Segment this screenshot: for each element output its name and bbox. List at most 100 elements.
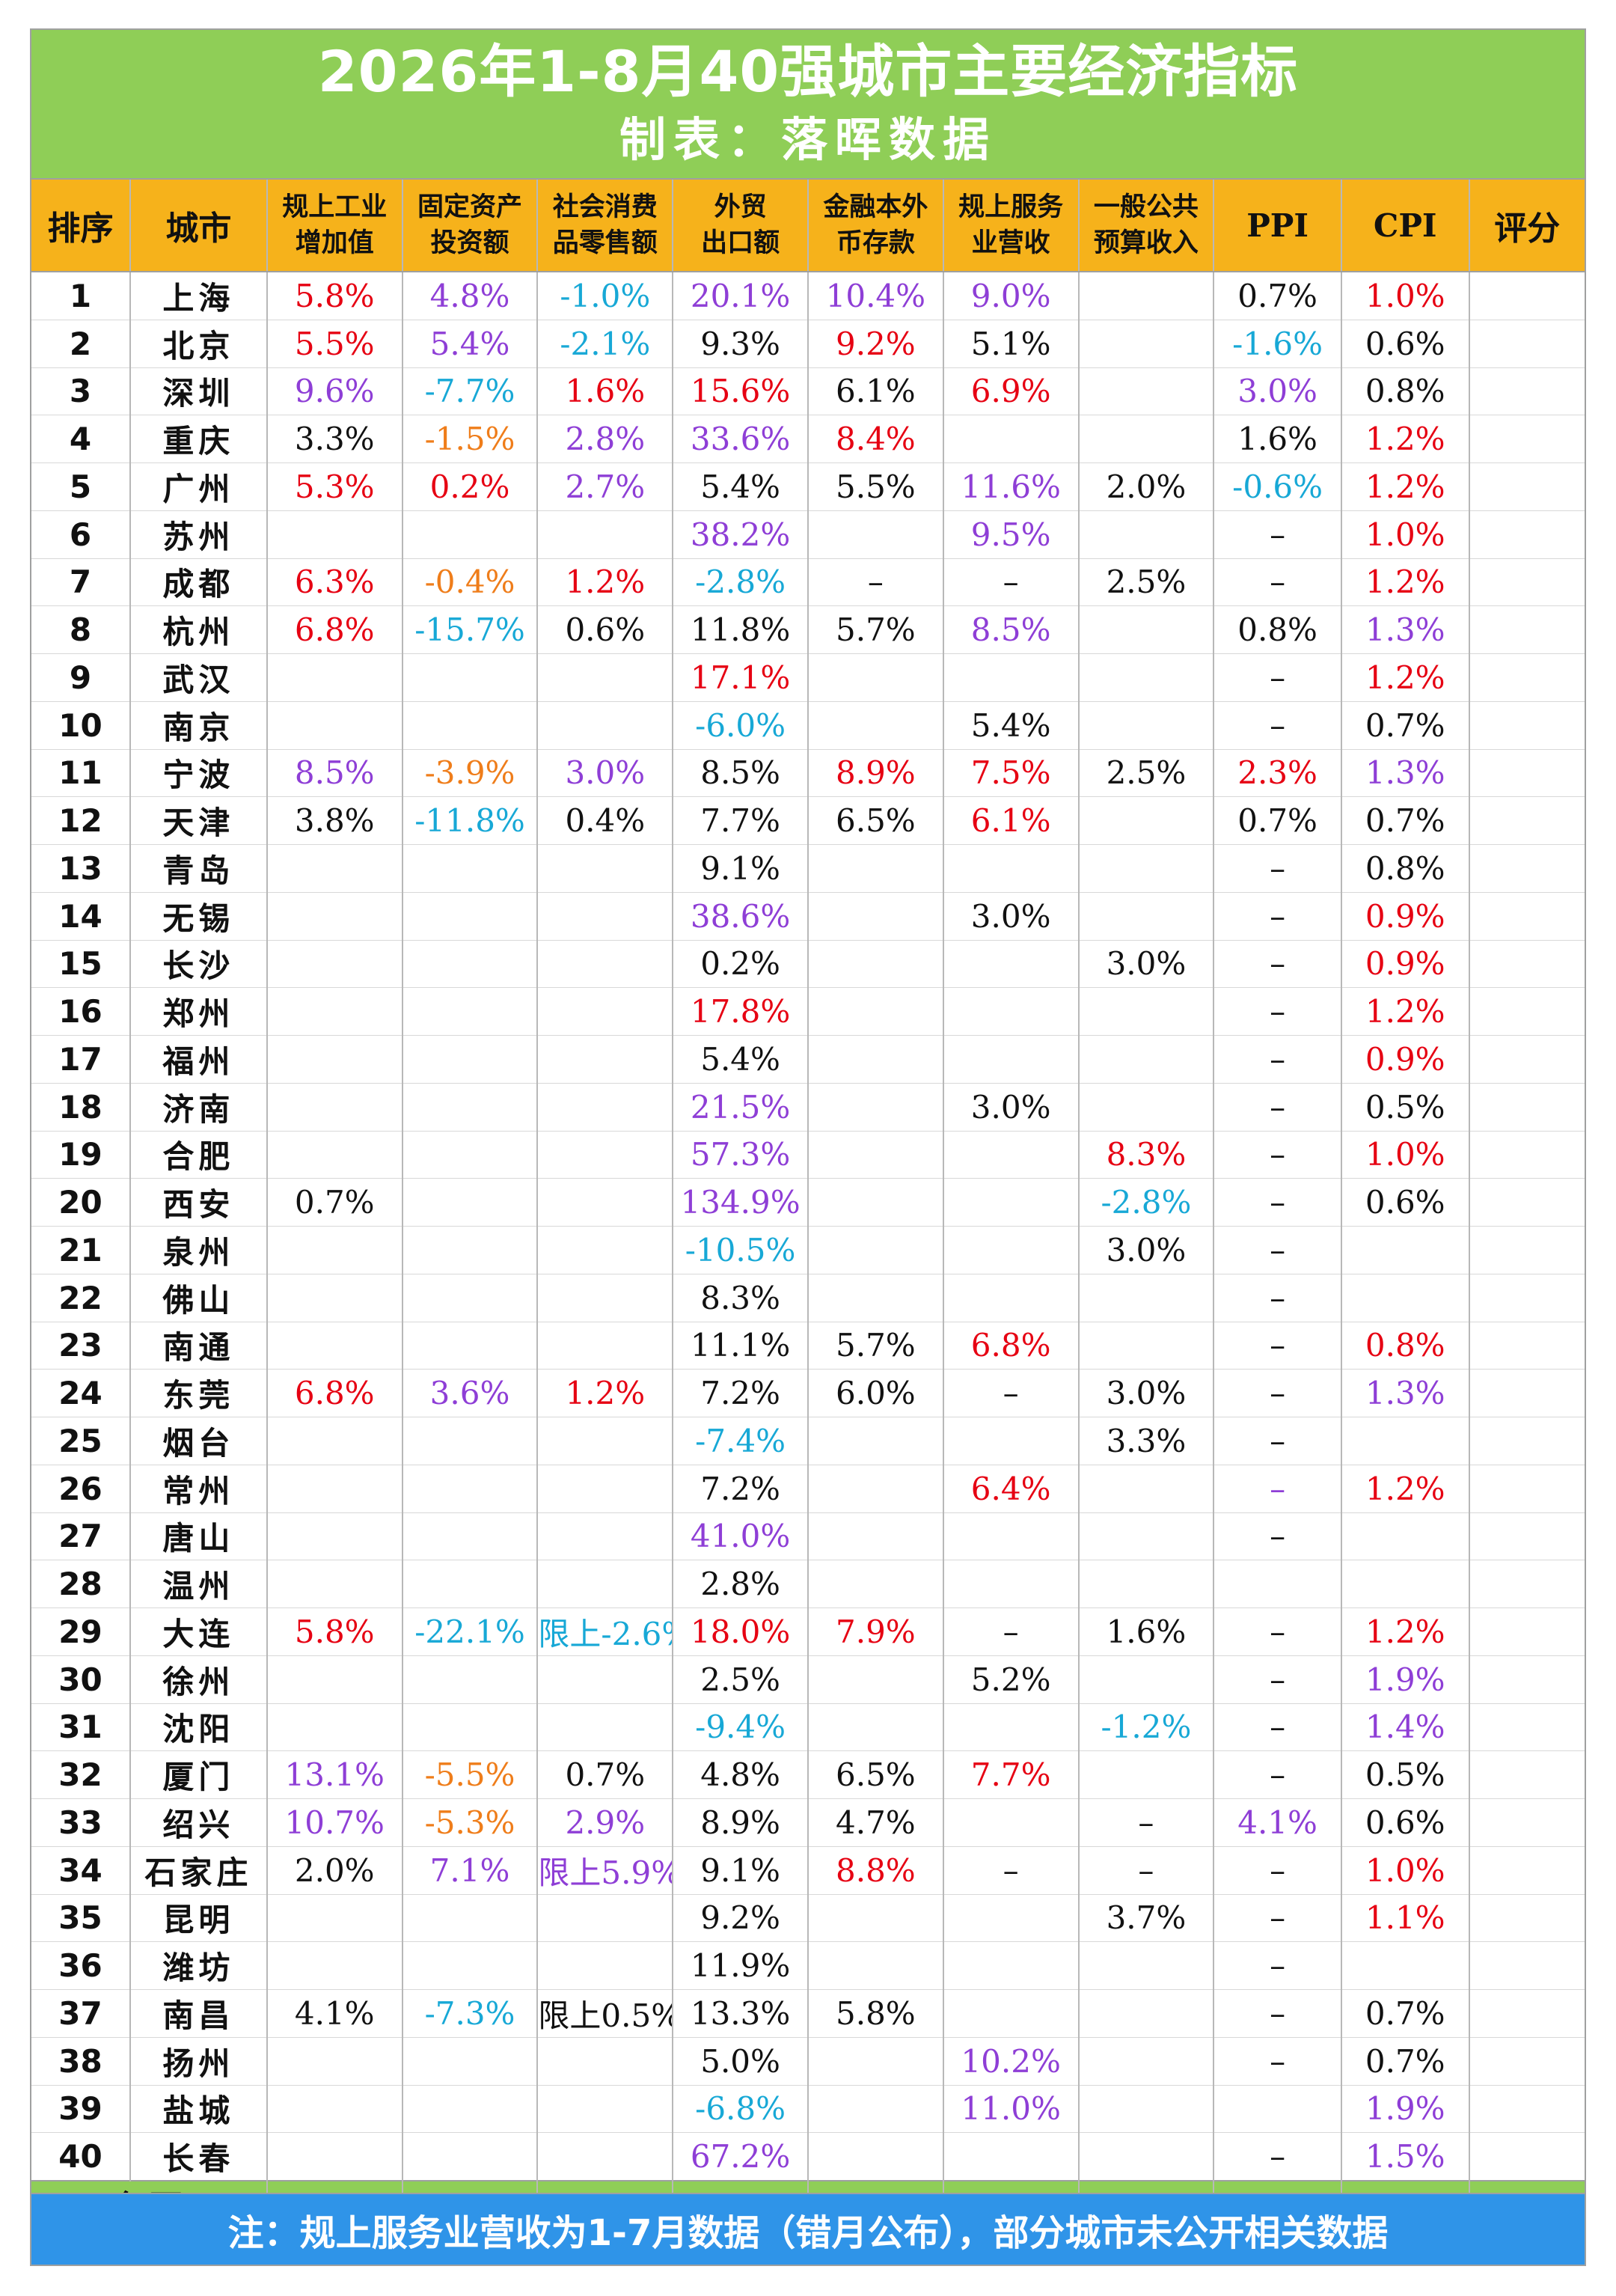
value-cell-cpi	[1341, 1560, 1470, 1608]
rank-cell: 7	[31, 558, 132, 607]
table-row: 2 北京 5.5% 5.4% -2.1% 9.3% 9.2% 5.1% -1.6% 0.6%	[31, 320, 1585, 368]
value-cell-services-revenue	[943, 415, 1080, 463]
value-cell-ppi: –	[1213, 1274, 1342, 1322]
value-cell-public-budget-revenue	[1078, 1941, 1215, 1990]
value-cell-deposits	[807, 701, 944, 750]
value-cell-retail-sales: 限上0.5%	[537, 1989, 674, 2038]
value-cell-services-revenue	[943, 2132, 1080, 2181]
value-cell-services-revenue	[943, 1226, 1080, 1274]
value-cell-industrial-value-added	[266, 1655, 403, 1704]
table-row: 6 苏州 38.2% 9.5% –1.0%	[31, 510, 1585, 559]
value-cell-retail-sales: 2.8%	[537, 415, 674, 463]
value-cell-ppi: –	[1213, 1894, 1342, 1943]
value-cell-deposits: 4.7%	[807, 1798, 944, 1847]
value-cell-services-revenue: 5.1%	[943, 320, 1080, 368]
value-cell-cpi: 0.6%	[1341, 1798, 1470, 1847]
city-cell: 唐山	[130, 1512, 268, 1561]
value-cell-deposits	[807, 892, 944, 941]
city-cell: 长沙	[130, 940, 268, 989]
value-cell-score	[1469, 558, 1585, 607]
value-cell-fixed-asset-investment: -15.7%	[402, 605, 539, 654]
value-cell-services-revenue	[943, 1131, 1080, 1179]
value-cell-industrial-value-added: 13.1%	[266, 1750, 403, 1799]
value-cell-retail-sales: 限上5.9%	[537, 1846, 674, 1895]
value-cell-retail-sales	[537, 1894, 674, 1943]
value-cell-export: -6.8%	[673, 2085, 809, 2134]
column-header-ppi: PPI	[1213, 180, 1342, 272]
value-cell-retail-sales: -2.1%	[537, 320, 674, 368]
economic-indicator-sheet: 2026年1-8月40强城市主要经济指标 制表：落晖数据 排序 城市 规上工业 增加值…	[30, 28, 1586, 2266]
value-cell-industrial-value-added	[266, 844, 403, 893]
value-cell-fixed-asset-investment	[402, 987, 539, 1036]
value-cell-ppi: –	[1213, 1655, 1342, 1704]
value-cell-score	[1469, 1894, 1585, 1943]
value-cell-industrial-value-added: 8.5%	[266, 749, 403, 798]
value-cell-retail-sales	[537, 1131, 674, 1179]
value-cell-deposits: 9.2%	[807, 320, 944, 368]
city-cell: 青岛	[130, 844, 268, 893]
value-cell-services-revenue: –	[943, 558, 1080, 607]
value-cell-deposits	[807, 1083, 944, 1132]
value-cell-public-budget-revenue	[1078, 2132, 1215, 2181]
value-cell-retail-sales	[537, 2132, 674, 2181]
sheet-header: 2026年1-8月40强城市主要经济指标 制表：落晖数据	[31, 30, 1585, 180]
rank-cell: 17	[31, 1035, 132, 1084]
value-cell-export: 5.4%	[673, 462, 809, 511]
table-row: 4 重庆 3.3% -1.5% 2.8% 33.6% 8.4% 1.6% 1.2%	[31, 415, 1585, 463]
value-cell-fixed-asset-investment: -5.3%	[402, 1798, 539, 1847]
value-cell-ppi: –	[1213, 558, 1342, 607]
column-header-rank: 排序	[31, 180, 132, 272]
value-cell-deposits: 6.5%	[807, 796, 944, 845]
value-cell-services-revenue: 8.5%	[943, 605, 1080, 654]
table-header-row: 排序 城市 规上工业 增加值 固定资产 投资额 社会消费 品零售额 外贸 出口额 金融本外 币存款 规上…	[31, 180, 1585, 272]
value-cell-score	[1469, 892, 1585, 941]
value-cell-deposits: 8.9%	[807, 749, 944, 798]
value-cell-deposits: 5.7%	[807, 1322, 944, 1370]
value-cell-score	[1469, 987, 1585, 1036]
table-row: 25 烟台 -7.4% 3.3% –	[31, 1417, 1585, 1465]
value-cell-services-revenue	[943, 1560, 1080, 1608]
value-cell-ppi: –	[1213, 1226, 1342, 1274]
value-cell-fixed-asset-investment: 7.1%	[402, 1846, 539, 1895]
value-cell-ppi: –	[1213, 1750, 1342, 1799]
value-cell-fixed-asset-investment	[402, 653, 539, 702]
value-cell-fixed-asset-investment	[402, 1035, 539, 1084]
value-cell-score	[1469, 462, 1585, 511]
value-cell-export: 7.2%	[673, 1369, 809, 1417]
value-cell-public-budget-revenue	[1078, 1083, 1215, 1132]
value-cell-deposits	[807, 1417, 944, 1465]
value-cell-retail-sales	[537, 1417, 674, 1465]
value-cell-public-budget-revenue	[1078, 605, 1215, 654]
value-cell-score	[1469, 1560, 1585, 1608]
value-cell-score	[1469, 1035, 1585, 1084]
table-row: 37 南昌 4.1% -7.3% 限上0.5% 13.3% 5.8% –0.7%	[31, 1989, 1585, 2038]
value-cell-score	[1469, 1178, 1585, 1227]
value-cell-industrial-value-added	[266, 1512, 403, 1561]
city-cell: 温州	[130, 1560, 268, 1608]
value-cell-fixed-asset-investment	[402, 1465, 539, 1513]
table-row: 23 南通 11.1% 5.7% 6.8% –0.8%	[31, 1322, 1585, 1370]
table-row: 21 泉州 -10.5% 3.0% –	[31, 1226, 1585, 1274]
value-cell-deposits	[807, 510, 944, 559]
value-cell-services-revenue: 5.4%	[943, 701, 1080, 750]
value-cell-score	[1469, 1989, 1585, 2038]
value-cell-services-revenue: 6.1%	[943, 796, 1080, 845]
value-cell-score	[1469, 415, 1585, 463]
value-cell-cpi	[1341, 1512, 1470, 1561]
value-cell-export: -7.4%	[673, 1417, 809, 1465]
city-cell: 常州	[130, 1465, 268, 1513]
table-row: 15 长沙 0.2% 3.0% –0.9%	[31, 940, 1585, 989]
value-cell-public-budget-revenue	[1078, 653, 1215, 702]
value-cell-industrial-value-added	[266, 987, 403, 1036]
value-cell-score	[1469, 1703, 1585, 1752]
column-header-text: 评分	[1494, 210, 1561, 248]
value-cell-public-budget-revenue	[1078, 1274, 1215, 1322]
value-cell-ppi: –	[1213, 1417, 1342, 1465]
value-cell-deposits: 8.8%	[807, 1846, 944, 1895]
value-cell-services-revenue	[943, 1894, 1080, 1943]
value-cell-industrial-value-added: 3.8%	[266, 796, 403, 845]
table-row: 31 沈阳 -9.4% -1.2% –1.4%	[31, 1703, 1585, 1752]
rank-cell: 14	[31, 892, 132, 941]
value-cell-ppi: -0.6%	[1213, 462, 1342, 511]
